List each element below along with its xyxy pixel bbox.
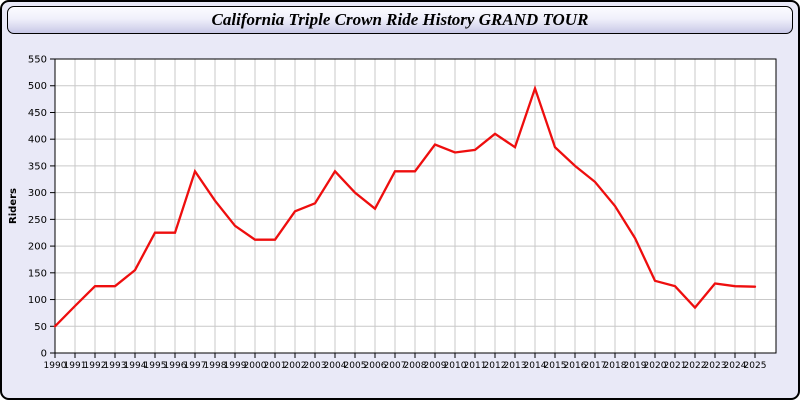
x-axis-tick-label: 2014 (524, 361, 547, 371)
y-axis-tick-label: 50 (34, 322, 47, 333)
x-axis-tick-label: 2012 (484, 361, 507, 371)
x-axis-tick-label: 2018 (604, 361, 627, 371)
chart-title: California Triple Crown Ride History GRA… (211, 10, 589, 29)
y-axis-tick-label: 450 (28, 108, 47, 119)
x-axis-tick-label: 1998 (204, 361, 227, 371)
x-axis-tick-label: 2000 (244, 361, 267, 371)
y-axis-tick-label: 300 (28, 188, 47, 199)
x-axis-tick-label: 2024 (724, 361, 747, 371)
x-axis-tick-label: 2016 (564, 361, 587, 371)
x-axis-tick-label: 1991 (64, 361, 87, 371)
riders-line-series (53, 84, 757, 328)
x-axis-tick-label: 2017 (584, 361, 607, 371)
y-axis-tick-label: 250 (28, 215, 47, 226)
x-axis-tick-label: 2022 (684, 361, 707, 371)
x-axis-tick-label: 1995 (144, 361, 167, 371)
y-axis-tick-label: 400 (28, 135, 47, 146)
x-axis-tick-label: 2025 (744, 361, 767, 371)
y-axis-title: Riders (8, 188, 19, 224)
y-axis-tick-label: 500 (28, 81, 47, 92)
x-axis-tick-label: 2013 (504, 361, 527, 371)
y-axis-tick-label: 150 (28, 268, 47, 279)
y-axis-tick-label: 0 (41, 349, 47, 360)
chart-title-bar: California Triple Crown Ride History GRA… (7, 6, 793, 34)
y-axis-tick-label: 100 (28, 295, 47, 306)
x-axis-tick-label: 2019 (624, 361, 647, 371)
x-axis-tick-label: 1997 (184, 361, 207, 371)
x-axis-tick-label: 1999 (224, 361, 247, 371)
y-axis-tick-label: 550 (28, 55, 47, 66)
x-axis-tick-label: 2004 (324, 361, 347, 371)
y-axis-tick-label: 200 (28, 242, 47, 253)
x-axis-tick-label: 2011 (464, 361, 487, 371)
x-axis-tick-label: 2008 (404, 361, 427, 371)
x-axis-tick-label: 1993 (104, 361, 127, 371)
x-axis-tick-label: 1992 (84, 361, 107, 371)
x-axis-tick-label: 2015 (544, 361, 567, 371)
x-axis-tick-label: 1994 (124, 361, 147, 371)
x-axis-tick-label: 2005 (344, 361, 367, 371)
x-axis-tick-label: 2002 (284, 361, 307, 371)
x-axis-tick-label: 2007 (384, 361, 407, 371)
x-axis-tick-label: 2003 (304, 361, 327, 371)
x-axis-tick-label: 2023 (704, 361, 727, 371)
x-axis-tick-label: 2021 (664, 361, 687, 371)
x-axis-tick-label: 1990 (44, 361, 67, 371)
x-axis-tick-label: 2020 (644, 361, 667, 371)
x-axis-tick-label: 2006 (364, 361, 387, 371)
x-axis-tick-label: 2009 (424, 361, 447, 371)
x-axis-tick-label: 2001 (264, 361, 287, 371)
x-axis-tick-label: 1996 (164, 361, 187, 371)
y-axis-tick-label: 350 (28, 161, 47, 172)
x-axis-tick-label: 2010 (444, 361, 467, 371)
ride-history-line-chart: 0501001502002503003504004505005501990199… (8, 55, 777, 371)
